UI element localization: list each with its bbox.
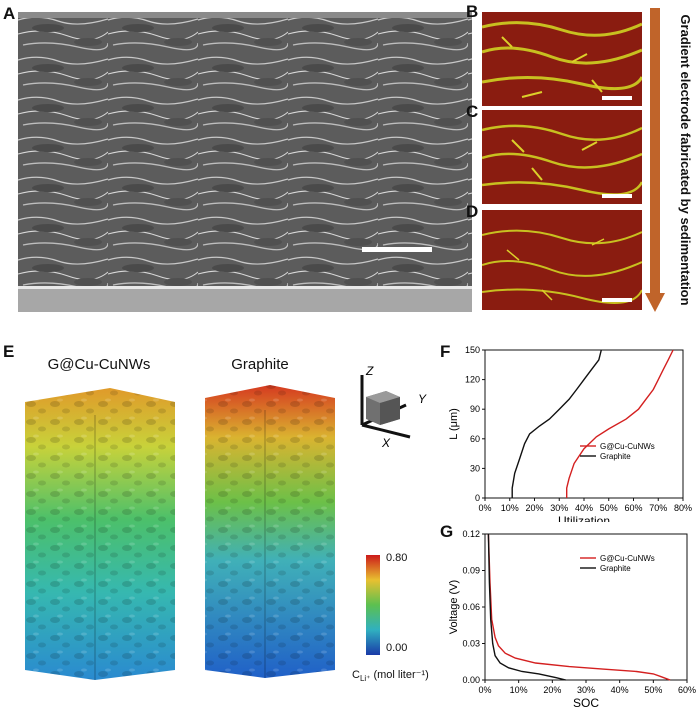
x-tick-label: 60% (624, 503, 642, 513)
panel-label-c: C (466, 102, 479, 121)
x-tick-label: 30% (577, 685, 595, 695)
legend-entry: Graphite (600, 452, 631, 461)
x-tick-label: 40% (575, 503, 593, 513)
x-tick-label: 10% (501, 503, 519, 513)
x-tick-label: 20% (543, 685, 561, 695)
x-tick-label: 10% (510, 685, 528, 695)
y-tick-label: 0.06 (462, 602, 480, 612)
chart-g-voltage: 0% 10% 20% 30% 40% 50% 60% 0.00 0.03 0.06 0.09 0.12… (448, 529, 696, 710)
x-tick-label: 50% (644, 685, 662, 695)
y-axis-label: Voltage (V) (448, 580, 460, 634)
colorbar (366, 555, 380, 655)
y-tick-label: 0.03 (462, 639, 480, 649)
y-tick-label: 30 (470, 463, 480, 473)
distribution-map-d (482, 210, 642, 310)
y-tick-label: 90 (470, 404, 480, 414)
x-tick-label: 30% (550, 503, 568, 513)
y-axis-label: L (μm) (448, 408, 460, 440)
panel-label-g: G (440, 522, 454, 541)
series-line-graphite (487, 533, 566, 681)
legend-entry: Graphite (600, 564, 631, 573)
colorbar-min: 0.00 (386, 642, 408, 654)
concentration-blocks (25, 385, 335, 680)
y-tick-label: 0 (475, 493, 480, 503)
colorbar-unit: CLi⁺ (mol liter⁻¹) (352, 669, 429, 684)
sem-cross-section-image (18, 12, 472, 312)
map-divider (482, 106, 642, 110)
axis-y-label: Y (418, 392, 427, 406)
panel-label-b: B (466, 2, 479, 21)
series-line-g-cu-cunws (487, 533, 671, 681)
x-tick-label: 20% (525, 503, 543, 513)
legend-entry: G@Cu-CuNWs (600, 554, 655, 563)
axis-x-label: X (381, 436, 391, 450)
series-line-g-cu-cunws (566, 349, 674, 498)
block-title-left: G@Cu-CuNWs (47, 356, 151, 373)
scale-bar-c (602, 194, 632, 198)
y-tick-label: 120 (465, 375, 480, 385)
x-tick-label: 60% (678, 685, 696, 695)
x-tick-label: 50% (600, 503, 618, 513)
x-axis-label: Utilization (558, 514, 610, 522)
svg-text:Gradient electrode fabricated: Gradient electrode fabricated by sedimen… (678, 14, 693, 305)
x-tick-label: 0% (478, 503, 491, 513)
panel-label-f: F (440, 342, 451, 361)
gradient-arrow (645, 8, 665, 312)
y-tick-label: 0.00 (462, 675, 480, 685)
map-divider (482, 206, 642, 210)
axis-cube-icon: Z Y X (360, 365, 427, 450)
x-tick-label: 70% (649, 503, 667, 513)
y-tick-label: 0.12 (462, 529, 480, 539)
distribution-map-c (482, 110, 642, 204)
x-axis-label: SOC (573, 696, 599, 710)
panel-label-e: E (3, 342, 15, 361)
gradient-label: Gradient electrode fabricated by sedimen… (678, 14, 693, 305)
scale-bar-d (602, 298, 632, 302)
x-tick-label: 80% (674, 503, 692, 513)
y-tick-label: 0.09 (462, 566, 480, 576)
scale-bar-b (602, 96, 632, 100)
colorbar-max: 0.80 (386, 552, 408, 564)
scale-bar (362, 247, 432, 252)
block-title-right: Graphite (231, 356, 289, 373)
y-tick-label: 150 (465, 345, 480, 355)
axis-z-label: Z (365, 365, 374, 378)
panel-label-d: D (466, 202, 479, 221)
x-tick-label: 40% (611, 685, 629, 695)
legend-entry: G@Cu-CuNWs (600, 442, 655, 451)
x-tick-label: 0% (478, 685, 491, 695)
distribution-map-b (482, 12, 642, 106)
series-line-graphite (511, 349, 602, 498)
chart-f-utilization: 0% 10% 20% 30% 40% 50% 60% 70% 80% 0 30 60 90 120 150 U… (448, 345, 692, 522)
y-tick-label: 60 (470, 434, 480, 444)
panel-label-a: A (3, 4, 16, 23)
